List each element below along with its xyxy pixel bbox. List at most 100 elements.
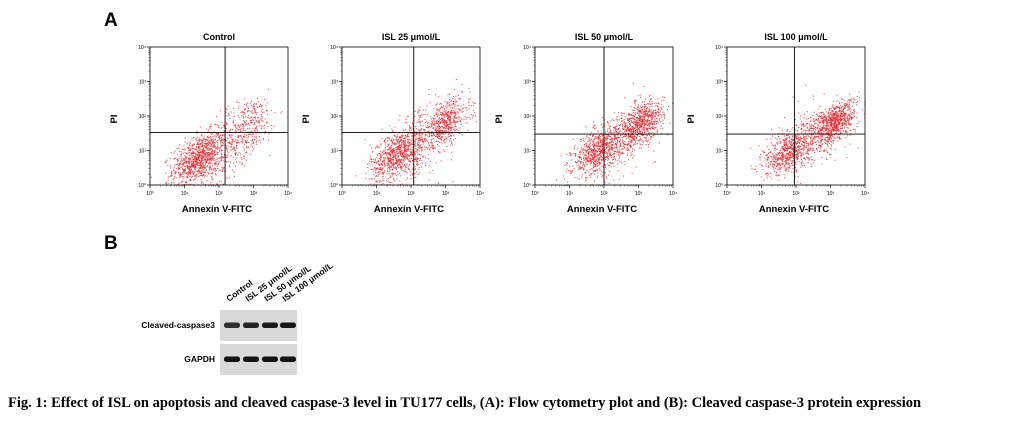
scatter-point (595, 155, 597, 157)
scatter-point (209, 136, 211, 138)
scatter-point (596, 165, 598, 167)
scatter-point (375, 146, 377, 148)
scatter-point (382, 172, 384, 174)
scatter-point (644, 115, 646, 117)
scatter-point (419, 145, 421, 147)
scatter-point (450, 117, 452, 119)
scatter-point (636, 109, 638, 111)
scatter-point (594, 165, 596, 167)
scatter-point (389, 175, 391, 177)
scatter-point (214, 168, 216, 170)
scatter-point (205, 160, 207, 162)
scatter-point (420, 124, 422, 126)
scatter-point (661, 132, 663, 134)
scatter-point (435, 147, 437, 149)
scatter-point (234, 123, 236, 125)
scatter-point (188, 160, 190, 162)
scatter-point (378, 163, 380, 165)
scatter-point (262, 138, 264, 140)
scatter-point (381, 161, 383, 163)
scatter-point (194, 167, 196, 169)
scatter-point (371, 147, 373, 149)
scatter-point (396, 160, 398, 162)
scatter-point (212, 138, 214, 140)
scatter-point (647, 120, 649, 122)
scatter-point (421, 136, 423, 138)
scatter-point (424, 118, 426, 120)
scatter-point (180, 173, 182, 175)
scatter-point (584, 172, 586, 174)
scatter-point (450, 130, 452, 132)
scatter-point (606, 144, 608, 146)
scatter-point (636, 143, 638, 145)
scatter-point (199, 151, 201, 153)
scatter-point (405, 171, 407, 173)
scatter-point (200, 134, 202, 136)
y-tick-label: 10⁴ (138, 45, 146, 51)
scatter-point (386, 179, 388, 181)
scatter-point (472, 115, 474, 117)
scatter-point (593, 170, 595, 172)
scatter-point (638, 129, 640, 131)
scatter-point (398, 162, 400, 164)
scatter-point (638, 139, 640, 141)
scatter-point (618, 131, 620, 133)
scatter-point (645, 137, 647, 139)
scatter-point (375, 169, 377, 171)
scatter-point (225, 107, 227, 109)
scatter-point (222, 142, 224, 144)
scatter-point (242, 129, 244, 131)
scatter-point (254, 116, 256, 118)
scatter-point (644, 106, 646, 108)
scatter-point (173, 177, 175, 179)
scatter-point (251, 121, 253, 123)
y-tick-label: 10⁰ (330, 183, 338, 189)
scatter-point (188, 165, 190, 167)
scatter-point (653, 112, 655, 114)
scatter-point (193, 152, 195, 154)
scatter-point (274, 112, 276, 114)
scatter-point (255, 119, 257, 121)
scatter-point (598, 145, 600, 147)
scatter-point (640, 123, 642, 125)
scatter-point (449, 118, 451, 120)
scatter-point (418, 115, 420, 117)
scatter-point (629, 123, 631, 125)
scatter-point (463, 104, 465, 106)
scatter-point (194, 160, 196, 162)
scatter-point (609, 149, 611, 151)
scatter-point (645, 109, 647, 111)
scatter-point (628, 137, 630, 139)
scatter-point (397, 148, 399, 150)
scatter-point (251, 131, 253, 133)
scatter-point (653, 113, 655, 115)
scatter-point (451, 133, 453, 135)
scatter-point (208, 139, 210, 141)
scatter-point (431, 121, 433, 123)
scatter-point (396, 148, 398, 150)
scatter-point (180, 163, 182, 165)
scatter-point (273, 125, 275, 127)
scatter-point (651, 122, 653, 124)
scatter-point (613, 150, 615, 152)
scatter-point (424, 129, 426, 131)
scatter-point (384, 152, 386, 154)
scatter-point (466, 116, 468, 118)
scatter-point (402, 135, 404, 137)
scatter-point (393, 162, 395, 164)
scatter-point (236, 157, 238, 159)
scatter-point (202, 167, 204, 169)
scatter-point (204, 170, 206, 172)
scatter-point (644, 114, 646, 116)
scatter-point (378, 157, 380, 159)
scatter-point (404, 138, 406, 140)
scatter-point (211, 147, 213, 149)
scatter-point (239, 130, 241, 132)
scatter-point (380, 158, 382, 160)
scatter-point (459, 110, 461, 112)
scatter-point (222, 141, 224, 143)
scatter-point (595, 143, 597, 145)
scatter-point (205, 161, 207, 163)
scatter-point (213, 152, 215, 154)
scatter-point (639, 144, 641, 146)
